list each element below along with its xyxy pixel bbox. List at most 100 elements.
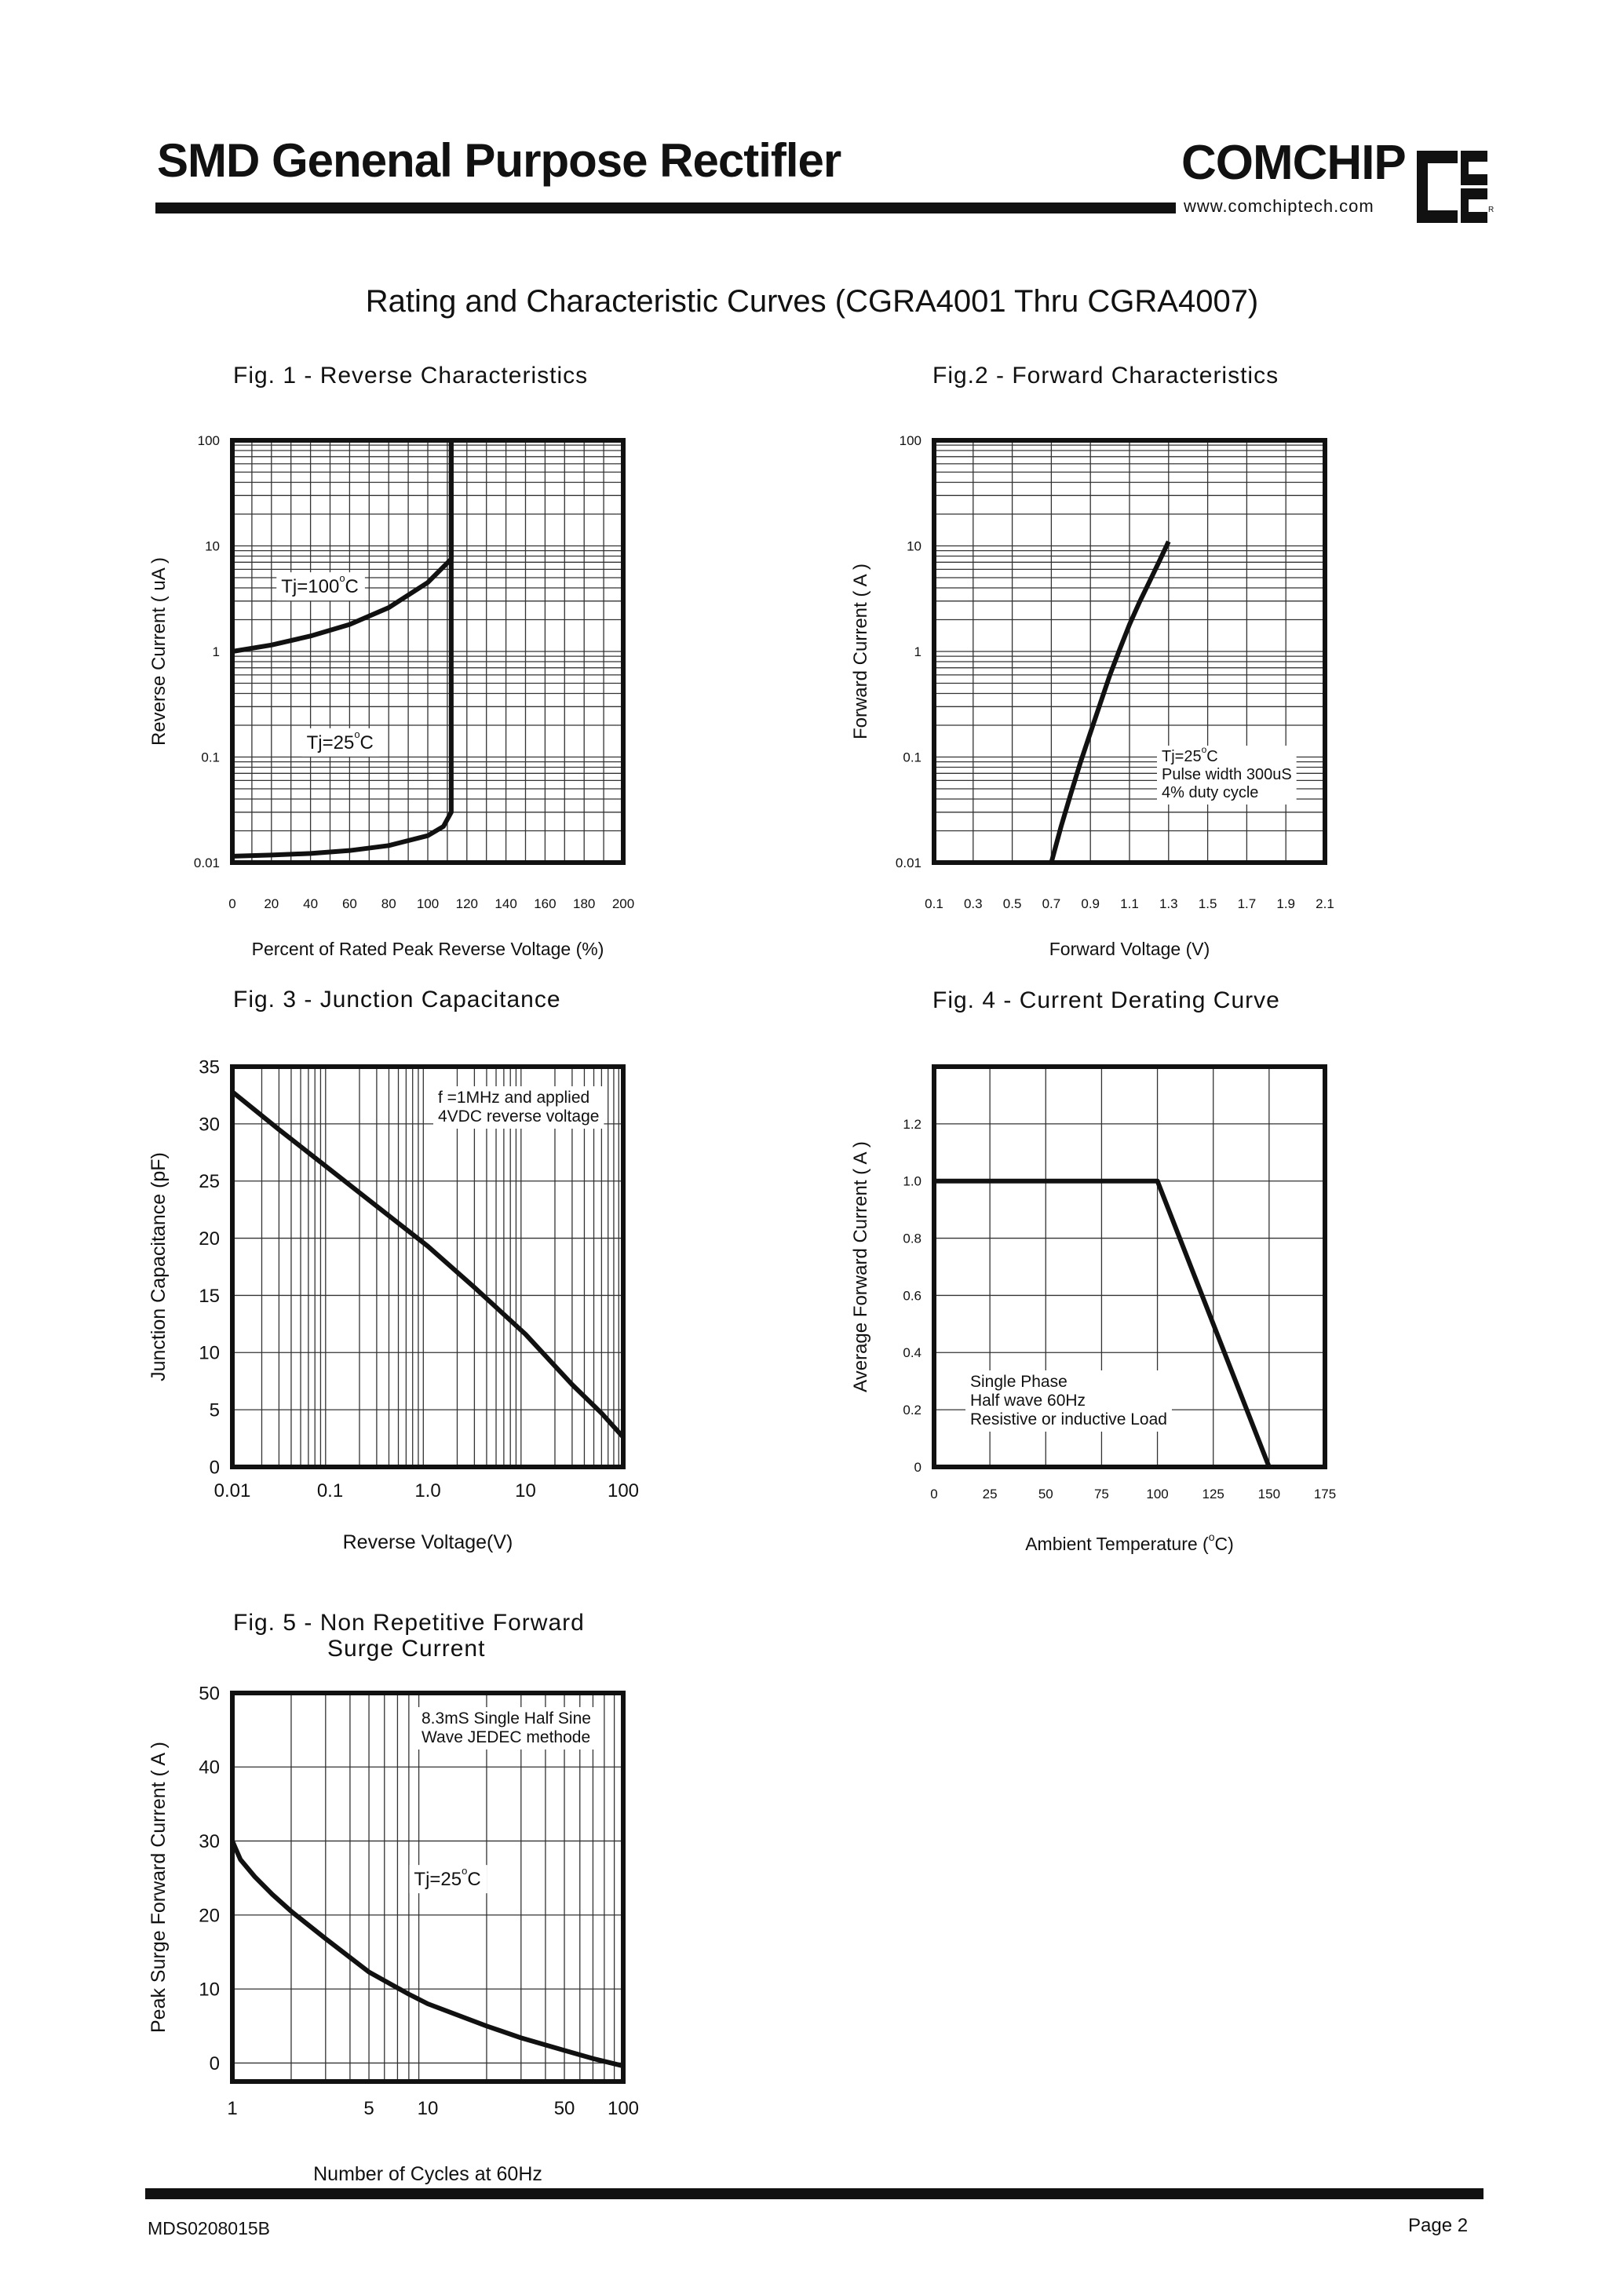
footer-doc-number: MDS0208015B [148, 2218, 270, 2238]
fig4-xtick-label: 175 [1314, 1487, 1336, 1501]
fig2-ytick-label: 100 [900, 433, 921, 448]
fig1-ytick-label: 10 [205, 538, 220, 553]
fig4-legend-text: Resistive or inductive Load [970, 1410, 1167, 1428]
page-header-title: SMD Genenal Purpose Rectifler [157, 134, 841, 187]
fig5-surge-current-chart: 1 5 10 50 100 0 10 20 30 40 50 Number of Cycles at … [148, 1683, 639, 2185]
fig5-ytick-label: 0 [210, 2053, 220, 2074]
fig2-xtick-label: 1.3 [1159, 896, 1178, 911]
fig4-legend-line-1: Half wave 60Hz [970, 1392, 1086, 1410]
fig5-legend-text: Wave JEDEC methode [422, 1728, 590, 1746]
fig1-plot-group: 0 20 40 60 80 100 120 140 160 180 200 0.01 0.1 1 10 100… [148, 433, 634, 959]
fig1-annotation-text: Tj=100 [281, 576, 339, 597]
fig1-series-line-0 [232, 440, 454, 654]
fig2-xtick-label: 0.1 [925, 896, 943, 911]
fig3-plot-group: 0.01 0.1 1.0 10 100 0 5 10 15 20 25 30 35 Reverse Vol… [148, 1056, 639, 1553]
fig2-legend-line-1: Pulse width 300uS [1162, 766, 1292, 783]
fig2-legend-degree: o [1202, 744, 1207, 755]
fig3-xtick-label: 100 [608, 1480, 639, 1501]
fig4-x-axis-degree: o [1209, 1531, 1215, 1543]
fig1-annotation-bg [276, 572, 365, 601]
fig1-annotation-1: Tj=25oC [307, 728, 374, 753]
fig3-plot-frame [230, 1064, 626, 1469]
fig3-legend-text: f =1MHz and applied [438, 1089, 589, 1107]
fig2-ytick-label: 0.01 [896, 856, 921, 870]
fig2-ytick-label: 10 [907, 538, 921, 553]
fig4-xtick-label: 25 [983, 1487, 998, 1501]
fig5-title: Fig. 5 - Non Repetitive Forward [233, 1610, 585, 1636]
fig5-y-axis-label: Peak Surge Forward Current ( A ) [148, 1742, 170, 2033]
fig2-forward-characteristics-chart: 0.1 0.3 0.5 0.7 0.9 1.1 1.3 1.5 1.7 1.9 2.1 0.01 0.1… [850, 433, 1334, 959]
fig2-xtick-label: 1.5 [1199, 896, 1217, 911]
fig5-title-line2: Surge Current [327, 1636, 486, 1662]
fig3-grid [232, 1067, 623, 1467]
fig4-legend-line-2: Resistive or inductive Load [970, 1410, 1167, 1428]
fig4-series-line-0 [934, 1178, 1272, 1469]
fig5-xtick-label: 5 [363, 2098, 374, 2119]
fig3-ytick-label: 25 [199, 1171, 220, 1192]
fig3-ytick-label: 30 [199, 1114, 220, 1135]
fig4-ytick-label: 1.2 [903, 1117, 921, 1132]
fig1-annotation-text: Tj=25 [307, 732, 355, 753]
fig3-ytick-label: 35 [199, 1056, 220, 1078]
fig1-y-axis-label: Reverse Current ( uA ) [148, 557, 170, 746]
fig4-plot-group: 0 25 50 75 100 125 150 175 0 0.2 0.4 0.6 0.8 1.0 1.2 Am… [850, 1064, 1336, 1554]
fig4-xtick-label: 50 [1038, 1487, 1053, 1501]
fig1-annotation-0: Tj=100oC [281, 572, 359, 597]
fig1-title: Fig. 1 - Reverse Characteristics [233, 363, 589, 389]
fig2-plot-group: 0.1 0.3 0.5 0.7 0.9 1.1 1.3 1.5 1.7 1.9 2.1 0.01 0.1… [850, 433, 1334, 959]
fig3-legend-text: 4VDC reverse voltage [438, 1107, 599, 1126]
fig3-y-axis-label: Junction Capacitance (pF) [148, 1152, 170, 1381]
fig3-xtick-label: 0.1 [317, 1480, 343, 1501]
fig2-xtick-label: 0.7 [1042, 896, 1061, 911]
fig1-xtick-label: 80 [381, 896, 396, 911]
fig5-ytick-label: 40 [199, 1757, 220, 1779]
fig2-xtick-label: 0.9 [1081, 896, 1100, 911]
footer-rule [145, 2188, 1483, 2199]
fig4-x-axis-unit: C) [1215, 1534, 1234, 1554]
fig4-legend-bg [965, 1370, 1172, 1432]
fig5-legend-line-0: 8.3mS Single Half Sine [422, 1709, 591, 1728]
fig5-series-line-0 [230, 1840, 624, 2069]
fig2-legend-unit: C [1206, 748, 1217, 765]
fig4-ytick-label: 0 [914, 1460, 921, 1475]
fig5-plot-frame [230, 1691, 626, 2084]
fig2-xtick-label: 1.7 [1238, 896, 1257, 911]
fig2-legend-bg [1157, 746, 1297, 805]
header-rule [155, 202, 1176, 213]
fig3-ytick-label: 10 [199, 1343, 220, 1364]
fig2-xtick-label: 0.5 [1003, 896, 1022, 911]
fig4-legend-text: Single Phase [970, 1373, 1067, 1391]
brand-url: www.comchiptech.com [1184, 196, 1374, 216]
fig1-xtick-label: 20 [264, 896, 279, 911]
fig1-xtick-label: 60 [342, 896, 357, 911]
fig5-x-axis-label: Number of Cycles at 60Hz [313, 2163, 542, 2185]
fig3-ytick-label: 15 [199, 1286, 220, 1307]
fig5-ytick-label: 20 [199, 1905, 220, 1926]
fig1-xtick-label: 180 [573, 896, 595, 911]
fig4-current-derating-chart: 0 25 50 75 100 125 150 175 0 0.2 0.4 0.6 0.8 1.0 1.2 Am… [850, 1064, 1336, 1554]
fig5-xtick-label: 50 [554, 2098, 575, 2119]
fig3-legend-line-1: 4VDC reverse voltage [438, 1107, 599, 1126]
fig1-ytick-label: 1 [213, 644, 220, 659]
fig4-x-axis-label: Ambient Temperature (oC) [1025, 1531, 1234, 1554]
fig3-series-line-0 [231, 1089, 626, 1439]
fig2-xtick-label: 1.9 [1276, 896, 1295, 911]
fig4-legend-text: Half wave 60Hz [970, 1392, 1086, 1410]
fig3-xtick-label: 10 [515, 1480, 536, 1501]
fig4-ytick-label: 1.0 [903, 1174, 921, 1189]
fig1-grid [232, 440, 623, 863]
fig1-annotation-unit: C [360, 732, 374, 753]
fig5-ytick-label: 30 [199, 1831, 220, 1852]
fig4-y-axis-label: Average Forward Current ( A ) [850, 1141, 871, 1392]
fig3-title: Fig. 3 - Junction Capacitance [233, 987, 561, 1012]
fig3-ytick-label: 20 [199, 1228, 220, 1250]
fig3-legend-line-0: f =1MHz and applied [438, 1089, 589, 1107]
fig1-reverse-characteristics-chart: 0 20 40 60 80 100 120 140 160 180 200 0.01 0.1 1 10 100… [148, 433, 634, 959]
fig2-series-line-0 [1049, 540, 1171, 863]
fig1-annotation-unit: C [345, 576, 359, 597]
fig5-annotation-bg [409, 1865, 487, 1894]
fig4-ytick-label: 0.8 [903, 1231, 921, 1246]
fig2-xtick-label: 2.1 [1316, 896, 1334, 911]
fig4-legend-line-0: Single Phase [970, 1373, 1067, 1391]
fig2-xtick-label: 1.1 [1120, 896, 1139, 911]
